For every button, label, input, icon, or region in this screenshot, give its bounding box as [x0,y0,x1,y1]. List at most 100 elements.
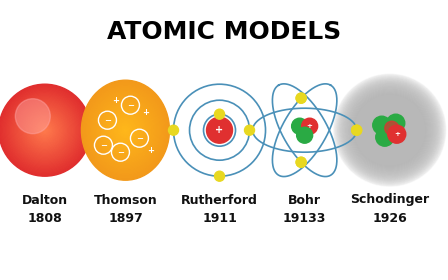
Circle shape [339,80,440,181]
Text: 1926: 1926 [372,211,407,225]
Circle shape [4,90,85,171]
Circle shape [335,75,445,185]
Circle shape [22,107,68,153]
Ellipse shape [90,90,161,170]
Ellipse shape [106,108,145,153]
Circle shape [215,171,224,181]
Ellipse shape [123,128,128,133]
Ellipse shape [120,124,131,136]
Text: Thomson: Thomson [94,193,157,207]
Ellipse shape [101,103,150,158]
Circle shape [0,85,90,175]
Ellipse shape [82,80,169,180]
Circle shape [31,116,59,144]
Ellipse shape [89,89,162,171]
Ellipse shape [111,114,140,146]
Circle shape [40,126,49,135]
Ellipse shape [98,99,153,162]
Circle shape [9,95,81,166]
Ellipse shape [97,98,154,163]
Text: ATOMIC MODELS: ATOMIC MODELS [107,20,341,44]
Ellipse shape [110,113,141,148]
Circle shape [30,115,60,145]
Text: −: − [104,116,111,125]
Circle shape [41,127,48,134]
Circle shape [385,121,399,135]
Ellipse shape [112,115,138,145]
Text: +: + [147,146,154,155]
Circle shape [342,83,437,178]
Ellipse shape [94,94,157,166]
Ellipse shape [87,87,164,174]
Circle shape [34,120,55,141]
Circle shape [15,99,50,134]
Circle shape [10,96,79,165]
Circle shape [16,101,73,159]
Text: +: + [142,108,149,117]
Text: +: + [307,123,313,129]
Circle shape [388,125,406,143]
Circle shape [20,105,70,155]
Circle shape [296,93,306,103]
Circle shape [207,117,233,143]
Circle shape [376,128,394,146]
Circle shape [352,125,362,135]
Ellipse shape [108,110,143,150]
Ellipse shape [92,93,159,168]
Circle shape [32,118,57,143]
Circle shape [336,77,443,183]
Circle shape [373,116,391,134]
Circle shape [7,92,83,168]
Ellipse shape [84,83,167,178]
Circle shape [8,94,82,167]
Circle shape [215,109,224,119]
Ellipse shape [114,118,137,143]
Circle shape [14,99,76,161]
Ellipse shape [113,116,138,144]
Text: Bohr: Bohr [288,193,321,207]
Circle shape [6,91,84,169]
Ellipse shape [91,92,159,169]
Circle shape [0,84,91,176]
Circle shape [39,124,51,136]
Ellipse shape [103,105,147,155]
Text: +: + [112,96,119,105]
Circle shape [38,123,52,137]
Ellipse shape [100,101,151,159]
Circle shape [340,81,439,180]
Text: 1911: 1911 [202,211,237,225]
Ellipse shape [119,123,132,138]
Ellipse shape [99,100,152,160]
Circle shape [25,111,65,150]
Circle shape [352,125,362,135]
Ellipse shape [116,120,134,140]
Circle shape [43,129,46,131]
Circle shape [168,125,178,135]
Circle shape [18,104,71,157]
Circle shape [296,93,306,103]
Circle shape [24,109,65,151]
Ellipse shape [96,96,155,164]
Circle shape [37,122,53,138]
Text: −: − [117,148,124,157]
Text: −: − [136,134,143,143]
Circle shape [338,79,441,181]
Circle shape [26,112,63,149]
Ellipse shape [82,81,168,179]
Circle shape [245,125,254,135]
Circle shape [12,97,78,164]
Ellipse shape [104,106,146,154]
Text: 19133: 19133 [283,211,326,225]
Text: −: − [127,101,134,110]
Text: 1897: 1897 [108,211,143,225]
Text: Rutherford: Rutherford [181,193,258,207]
Circle shape [29,114,61,146]
Circle shape [296,157,306,167]
Ellipse shape [85,84,166,176]
Text: −: − [100,141,107,150]
Circle shape [4,89,86,172]
Ellipse shape [109,111,142,149]
Ellipse shape [88,88,163,173]
Circle shape [35,121,54,139]
Text: +: + [394,131,400,137]
